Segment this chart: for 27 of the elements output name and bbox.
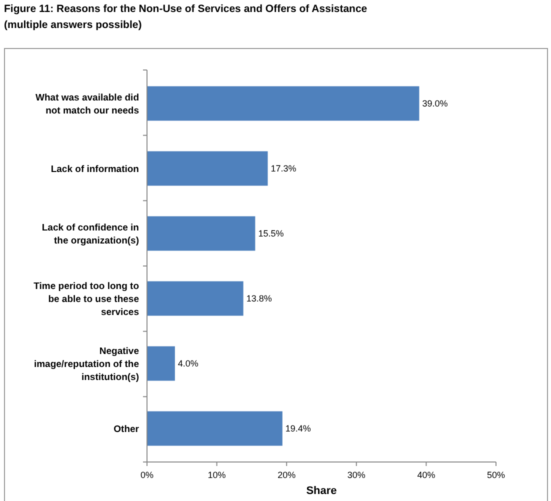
x-axis-title: Share (306, 485, 337, 497)
x-tick-label: 30% (347, 470, 366, 480)
x-tick-label: 20% (278, 470, 296, 480)
data-label: 15.5% (258, 228, 284, 239)
x-tick-label: 10% (208, 470, 226, 480)
bar (147, 86, 420, 121)
data-label: 19.4% (285, 424, 311, 434)
chart-title: Figure 11: Reasons for the Non-Use of Services and Offers of Assistance (4, 3, 368, 15)
x-tick-label: 0% (140, 470, 154, 480)
bar (147, 151, 268, 186)
y-tick-label: Negative image/reputation of the institution(s) (34, 346, 139, 383)
bar (147, 411, 282, 446)
y-tick-label: What was available did not match our needs (36, 92, 140, 116)
data-label: 4.0% (178, 358, 198, 369)
y-tick-label: Lack of confidence in the organization(s) (42, 222, 140, 246)
x-tick-label: 40% (417, 470, 436, 480)
data-label: 17.3% (270, 164, 296, 174)
y-tick-label: Other (114, 424, 140, 435)
data-label: 13.8% (246, 294, 272, 304)
bar (147, 281, 244, 316)
data-label: 39.0% (422, 98, 448, 109)
y-tick-label: Time period too long to be able to use these services (34, 280, 140, 318)
y-tick-label: Lack of information (50, 164, 140, 175)
bar (147, 216, 256, 251)
bar (147, 346, 175, 381)
x-tick-label: 50% (486, 470, 506, 480)
chart-subtitle: (multiple answers possible) (4, 19, 142, 31)
